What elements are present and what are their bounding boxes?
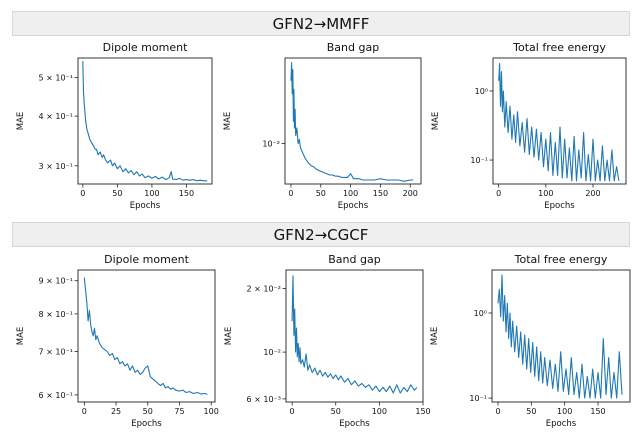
y-tick-label: 6 × 10⁻³ [247, 395, 282, 404]
x-axis-label: Epochs [546, 419, 577, 429]
plot-frame [77, 269, 216, 403]
x-tick-label: 150 [590, 407, 605, 416]
y-axis-label: MAE [16, 112, 26, 131]
x-tick-label: 100 [343, 189, 358, 198]
plot-frame [77, 57, 213, 185]
chart-title: Dipole moment [104, 253, 189, 266]
chart-cgcf-band-gap: Band gap 0 50 100 150 2 × 10⁻² 10⁻² 6 × 10⁻³ Epo… [224, 253, 431, 429]
x-tick-label: 150 [179, 189, 194, 198]
x-tick-label: 100 [372, 407, 387, 416]
x-axis-label: Epochs [130, 201, 161, 211]
series-line [82, 61, 208, 182]
series-line [498, 62, 620, 182]
chart-title: Dipole moment [103, 41, 188, 54]
chart-cgcf-total-free-energy: Total free energy 0 50 100 150 10⁰ 10⁻¹ Epochs M… [430, 253, 631, 429]
chart-title: Band gap [327, 41, 379, 54]
x-tick-label: 0 [496, 189, 501, 198]
x-tick-label: 100 [557, 407, 572, 416]
y-tick-label: 10⁰ [474, 309, 487, 318]
y-tick-label: 10⁻² [262, 140, 280, 149]
y-tick-label: 3 × 10⁻¹ [39, 162, 74, 171]
plot-frame [491, 269, 631, 403]
x-tick-label: 200 [585, 189, 600, 198]
y-axis-label: MAE [224, 327, 234, 346]
x-tick-label: 25 [111, 407, 121, 416]
y-axis-label: MAE [431, 112, 441, 131]
x-tick-label: 100 [538, 189, 553, 198]
y-tick-label: 2 × 10⁻² [247, 285, 282, 294]
y-tick-label: 8 × 10⁻¹ [39, 310, 74, 319]
y-axis-label: MAE [430, 327, 440, 346]
x-axis-label: Epochs [339, 419, 370, 429]
y-tick-label: 4 × 10⁻¹ [39, 112, 74, 121]
x-tick-label: 50 [526, 407, 536, 416]
y-tick-label: 6 × 10⁻¹ [39, 391, 74, 400]
chart-title: Total free energy [514, 253, 608, 266]
x-tick-label: 50 [143, 407, 153, 416]
y-tick-label: 7 × 10⁻¹ [39, 347, 74, 356]
y-axis-label: MAE [16, 327, 26, 346]
x-tick-label: 150 [415, 407, 430, 416]
x-tick-label: 0 [288, 189, 293, 198]
chart-cgcf-dipole-moment: Dipole moment 0 25 50 75 100 9 × 10⁻¹ 8 × 10⁻¹ 7… [16, 253, 219, 429]
x-tick-label: 0 [82, 407, 87, 416]
plot-frame [285, 269, 424, 403]
y-tick-label: 10⁰ [475, 87, 488, 96]
x-tick-label: 0 [290, 407, 295, 416]
x-tick-label: 0 [495, 407, 500, 416]
plot-frame [492, 57, 627, 185]
x-tick-label: 100 [144, 189, 159, 198]
chart-mmff-total-free-energy: Total free energy 0 100 200 10⁰ 10⁻¹ Epochs MAE [431, 41, 627, 211]
x-axis-label: Epochs [544, 201, 575, 211]
x-tick-label: 150 [373, 189, 388, 198]
section-title-cgcf: GFN2→CGCF [12, 222, 630, 247]
x-tick-label: 200 [403, 189, 418, 198]
x-tick-label: 0 [80, 189, 85, 198]
x-tick-label: 50 [112, 189, 122, 198]
x-tick-label: 75 [174, 407, 184, 416]
x-axis-label: Epochs [338, 201, 369, 211]
x-tick-label: 50 [331, 407, 341, 416]
plot-frame [284, 57, 422, 185]
y-tick-label: 5 × 10⁻¹ [39, 74, 74, 83]
x-tick-label: 100 [204, 407, 219, 416]
series-line [83, 277, 208, 395]
y-tick-label: 9 × 10⁻¹ [39, 277, 74, 286]
x-tick-label: 50 [316, 189, 326, 198]
y-tick-label: 10⁻¹ [470, 156, 488, 165]
section-title-mmff: GFN2→MMFF [12, 11, 630, 36]
chart-mmff-dipole-moment: Dipole moment 0 50 100 150 5 × 10⁻¹ 4 × 10⁻¹ 3 … [16, 41, 213, 211]
y-tick-label: 10⁻² [263, 348, 281, 357]
series-line [290, 62, 414, 182]
chart-title: Total free energy [512, 41, 606, 54]
chart-title: Band gap [328, 253, 380, 266]
series-line [497, 274, 623, 399]
chart-mmff-band-gap: Band gap 0 50 100 150 200 10⁻² Epochs MAE [223, 41, 422, 211]
y-tick-label: 10⁻¹ [469, 394, 487, 403]
x-axis-label: Epochs [131, 419, 162, 429]
series-line [291, 275, 418, 394]
y-axis-label: MAE [223, 112, 233, 131]
